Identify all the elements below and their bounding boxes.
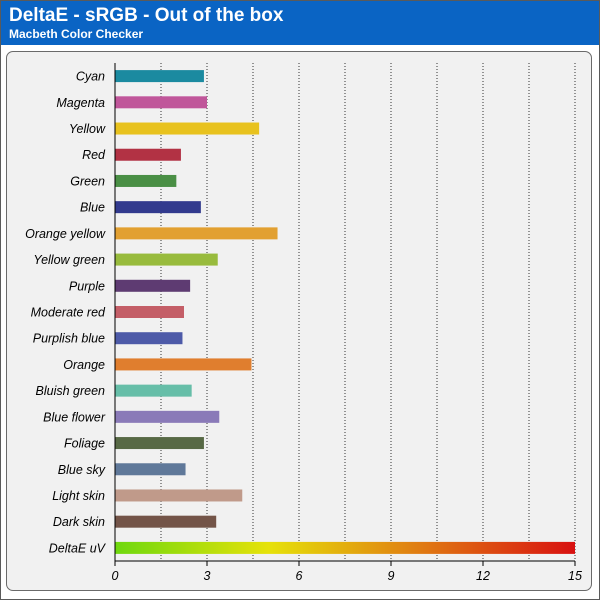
x-tick-label: 6 bbox=[296, 569, 303, 583]
bar bbox=[115, 227, 278, 240]
category-label: Dark skin bbox=[53, 515, 105, 529]
category-label: Light skin bbox=[52, 489, 105, 503]
category-label: Green bbox=[70, 174, 105, 188]
category-label: Blue flower bbox=[43, 410, 106, 424]
category-label: Blue sky bbox=[58, 463, 106, 477]
bar bbox=[115, 122, 260, 135]
x-tick-label: 12 bbox=[476, 569, 490, 583]
category-label: Orange bbox=[63, 358, 105, 372]
category-label: Blue bbox=[80, 201, 105, 215]
category-label: Magenta bbox=[56, 96, 105, 110]
bar bbox=[115, 174, 177, 187]
header-bar: DeltaE - sRGB - Out of the box Macbeth C… bbox=[1, 1, 599, 45]
bar bbox=[115, 384, 192, 397]
category-label: Yellow green bbox=[33, 253, 105, 267]
bar bbox=[115, 306, 184, 318]
bar bbox=[115, 489, 243, 502]
category-label: DeltaE uV bbox=[49, 541, 107, 555]
category-label: Yellow bbox=[69, 122, 106, 136]
bar bbox=[115, 70, 204, 83]
x-tick-label: 0 bbox=[112, 569, 119, 583]
chart-subtitle: Macbeth Color Checker bbox=[9, 27, 144, 41]
chart-title: DeltaE - sRGB - Out of the box bbox=[9, 5, 284, 26]
bar bbox=[115, 279, 191, 292]
x-tick-label: 3 bbox=[204, 569, 211, 583]
category-label: Red bbox=[82, 148, 106, 162]
bar bbox=[115, 358, 252, 371]
bar bbox=[115, 515, 217, 528]
bar bbox=[115, 437, 204, 450]
bar bbox=[115, 463, 186, 476]
bar bbox=[115, 148, 181, 161]
category-label: Foliage bbox=[64, 437, 105, 451]
x-tick-label: 9 bbox=[388, 569, 395, 583]
category-label: Bluish green bbox=[36, 384, 106, 398]
category-label: Moderate red bbox=[31, 306, 106, 320]
bar bbox=[115, 410, 220, 423]
bar bbox=[115, 201, 201, 214]
bar bbox=[115, 332, 183, 345]
category-label: Cyan bbox=[76, 70, 105, 84]
bar bbox=[115, 96, 207, 109]
category-label: Purple bbox=[69, 279, 105, 293]
category-label: Orange yellow bbox=[25, 227, 106, 241]
bar bbox=[115, 253, 218, 266]
x-tick-label: 15 bbox=[568, 569, 582, 583]
bar bbox=[115, 541, 575, 554]
category-label: Purplish blue bbox=[33, 332, 105, 346]
